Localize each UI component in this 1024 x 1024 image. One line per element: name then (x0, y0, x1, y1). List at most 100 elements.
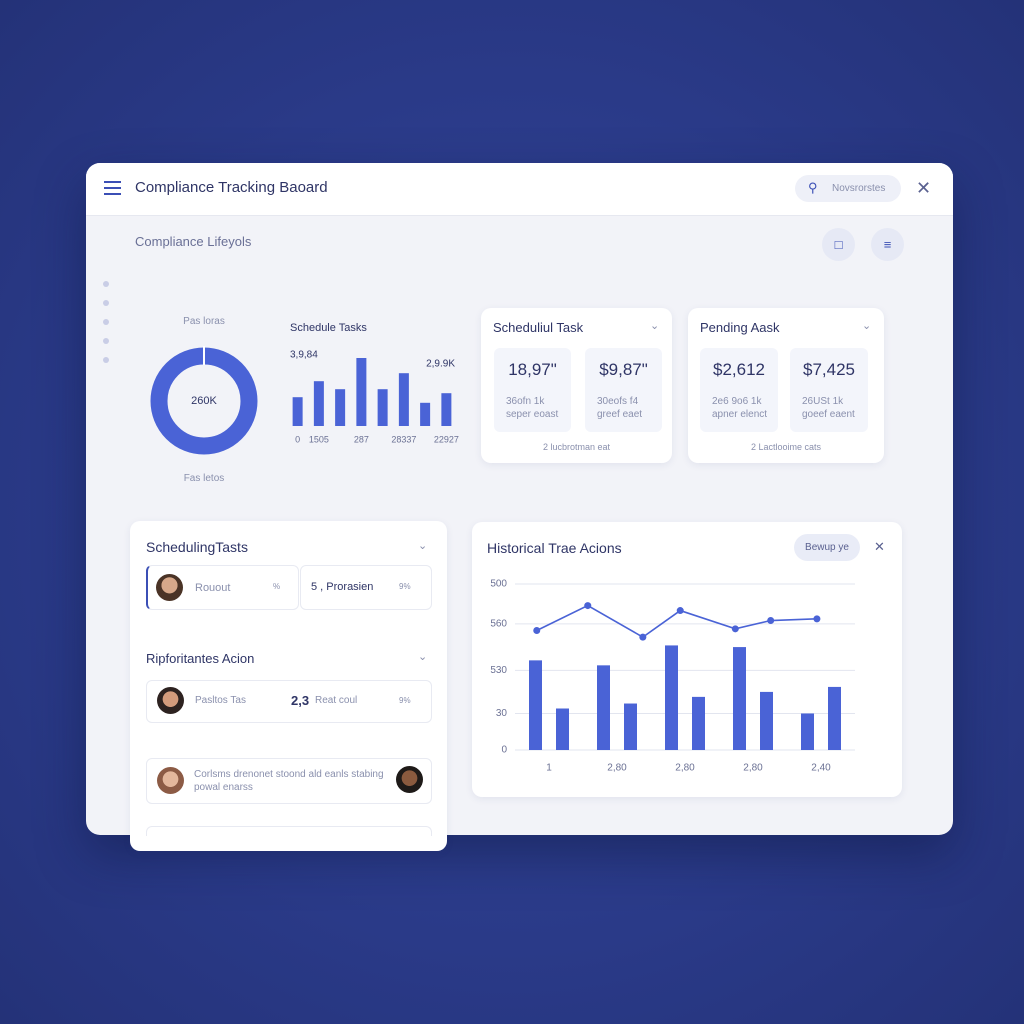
priority-title: Ripforitantes Acion (146, 651, 255, 666)
bar (556, 708, 569, 750)
bar (398, 373, 409, 426)
task-item[interactable]: 5 , Prorasien 9% (300, 565, 432, 610)
search-icon: ⚲ (808, 180, 818, 195)
stat-line: greef eaet (597, 409, 643, 420)
item-partial (146, 826, 432, 836)
x-tick-label: 287 (354, 434, 369, 444)
stat-box (585, 348, 662, 432)
page-dots (103, 281, 109, 363)
bar (665, 645, 678, 750)
task-label: Rouout (195, 582, 231, 594)
chevron[interactable]: ⌄ (650, 320, 660, 332)
app-title: Compliance Tracking Baoard (135, 179, 328, 196)
chevron[interactable]: ⌄ (418, 540, 428, 552)
card-footer: 2 lucbrotman eat (542, 442, 611, 452)
x-tick-label: 1505 (309, 434, 329, 444)
card-title: Pending Aask (700, 320, 780, 335)
stat-value: $2,612 (713, 360, 765, 379)
bar (597, 665, 610, 750)
stat-box (790, 348, 868, 432)
bar (335, 389, 346, 426)
task-item[interactable]: Rouout % (146, 565, 299, 610)
bar (313, 381, 324, 426)
chevron[interactable]: ⌄ (418, 651, 428, 663)
stat-value: 18,97" (508, 360, 557, 379)
bar (441, 393, 452, 426)
lock-button[interactable]: □ (822, 228, 855, 261)
trend-point (533, 626, 541, 634)
x-tick-label: 1 (546, 763, 552, 774)
y-tick-label: 30 (496, 708, 508, 719)
x-tick-label: 2,80 (675, 763, 695, 774)
x-tick-label: 28337 (391, 434, 416, 444)
priority-item[interactable]: Pasltos Tas 2,3 Reat coul 9% (146, 680, 432, 723)
bar (733, 647, 746, 750)
trend-point (584, 602, 592, 610)
bar (356, 358, 367, 426)
priority-label: Pasltos Tas (195, 695, 246, 706)
menu-button[interactable] (104, 181, 121, 195)
priority-value-text: Reat coul (315, 695, 358, 706)
search-box[interactable]: ⚲ Novsrorstes (795, 175, 901, 202)
bar (529, 660, 542, 750)
stat-line: seper eoast (506, 409, 559, 420)
donut-bottom-label: Fas letos (183, 473, 225, 484)
avatar (156, 574, 183, 601)
avatar (157, 687, 184, 714)
priority-tag: 9% (399, 696, 411, 705)
trend-point (767, 617, 775, 625)
stat-line: 30eofs f4 (597, 396, 639, 407)
bar (624, 703, 637, 750)
bar (828, 686, 841, 750)
x-tick-label: 2,40 (811, 763, 831, 774)
y-tick-label: 500 (490, 579, 507, 590)
annotation: 3,9,84 (290, 350, 318, 361)
task-tag: % (273, 582, 281, 591)
mini-chart-title: Schedule Tasks (290, 322, 367, 334)
note-item[interactable]: Corlsms drenonet stoond ald eanls stabin… (146, 758, 432, 804)
annotation: 2,9.9K (426, 359, 455, 370)
bar (420, 402, 431, 426)
scheduling-title: SchedulingTasts (146, 539, 248, 555)
y-tick-label: 560 (490, 618, 507, 629)
task-tag: 9% (399, 582, 411, 591)
trend-point (676, 607, 684, 615)
chevron[interactable]: ⌄ (862, 320, 872, 332)
history-panel (472, 522, 902, 797)
export-button[interactable]: ≡ (871, 228, 904, 261)
stat-box (700, 348, 778, 432)
x-tick-label: 2,80 (607, 763, 627, 774)
close-button[interactable]: ✕ (916, 178, 932, 198)
x-tick-label: 2,80 (743, 763, 763, 774)
search-text: Novsrorstes (832, 183, 886, 194)
history-title: Historical Trae Acions (487, 540, 622, 556)
stat-line: goeef eaent (802, 409, 855, 420)
x-tick-label: 0 (295, 434, 300, 444)
note-text: Corlsms drenonet stoond ald eanls stabin… (194, 769, 384, 793)
stat-line: 2e6 9o6 1k (712, 396, 762, 407)
trend-point (813, 615, 821, 623)
stat-box (494, 348, 571, 432)
y-tick-label: 530 (490, 665, 507, 676)
bar (692, 696, 705, 750)
task-label: 5 , Prorasien (311, 581, 374, 593)
close-button[interactable]: ✕ (874, 539, 885, 554)
bar (801, 713, 814, 750)
trend-point (731, 625, 739, 633)
section-title: Compliance Lifeyols (135, 234, 252, 249)
avatar (157, 767, 184, 794)
x-tick-label: 22927 (434, 434, 459, 444)
stat-value: $9,87" (599, 360, 648, 379)
card-title: Scheduliul Task (493, 320, 584, 335)
trend-point (639, 633, 647, 641)
bar (377, 389, 388, 426)
bar (292, 397, 303, 426)
bar (760, 691, 773, 750)
stat-line: 36ofn 1k (506, 396, 545, 407)
donut-center: 260K (191, 395, 217, 407)
filter-button[interactable]: Bewup ye (794, 534, 860, 561)
y-tick-label: 0 (501, 745, 507, 756)
donut-top-label: Pas loras (183, 316, 225, 327)
stat-line: apner elenct (712, 409, 768, 420)
